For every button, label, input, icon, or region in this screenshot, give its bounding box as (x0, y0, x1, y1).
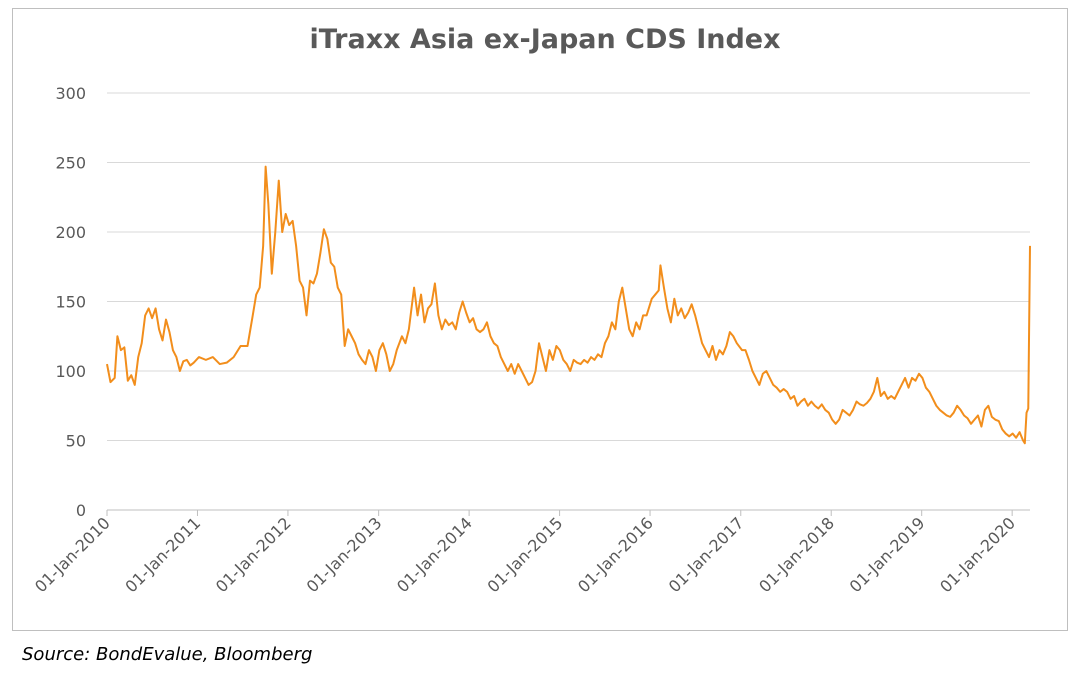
y-tick-label: 50 (66, 432, 86, 451)
y-tick-label: 300 (55, 84, 86, 103)
y-tick-label: 0 (76, 501, 86, 520)
y-tick-label: 250 (55, 154, 86, 173)
y-tick-label: 200 (55, 223, 86, 242)
chart-title: iTraxx Asia ex-Japan CDS Index (309, 24, 780, 55)
source-note: Source: BondEvalue, Bloomberg (22, 644, 312, 665)
y-tick-label: 150 (55, 293, 86, 312)
data-line (106, 165, 1031, 445)
chart-frame (12, 8, 1068, 631)
y-tick-label: 100 (55, 362, 86, 381)
